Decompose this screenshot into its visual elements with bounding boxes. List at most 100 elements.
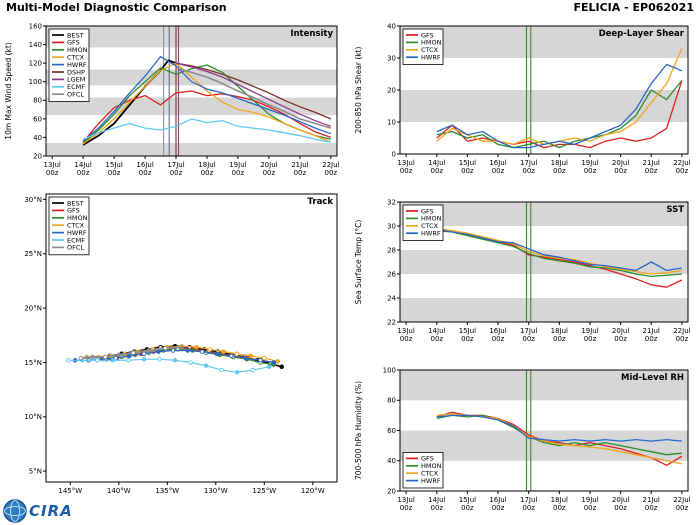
svg-text:Deep-Layer Shear: Deep-Layer Shear <box>599 29 685 39</box>
mid-level-rh-chart: 13Jul00z14Jul00z15Jul00z16Jul00z17Jul00z… <box>354 366 691 512</box>
svg-text:00z: 00z <box>614 335 627 343</box>
svg-text:00z: 00z <box>676 335 689 343</box>
svg-text:19Jul: 19Jul <box>581 496 598 504</box>
svg-text:00z: 00z <box>676 167 689 175</box>
svg-text:00z: 00z <box>553 335 566 343</box>
svg-text:19Jul: 19Jul <box>581 327 598 335</box>
track-chart: 145°W 140°W 135°W 130°W 125°W 120°W 5°N 10°N 15°… <box>24 193 338 495</box>
cira-logo-text: CIRA <box>29 502 73 520</box>
svg-text:Intensity: Intensity <box>290 29 333 39</box>
svg-text:18Jul: 18Jul <box>551 327 568 335</box>
svg-text:00z: 00z <box>492 335 505 343</box>
svg-text:5°N: 5°N <box>29 468 42 476</box>
svg-text:15Jul: 15Jul <box>459 159 476 167</box>
svg-text:00z: 00z <box>170 169 183 177</box>
svg-text:00z: 00z <box>614 504 627 512</box>
svg-text:13Jul: 13Jul <box>397 159 414 167</box>
svg-text:130°W: 130°W <box>204 487 228 495</box>
svg-text:DSHP: DSHP <box>67 68 85 76</box>
svg-text:22Jul: 22Jul <box>673 159 690 167</box>
svg-text:HWRF: HWRF <box>67 61 87 69</box>
intensity-chart: 13Jul00z14Jul00z15Jul00z16Jul00z17Jul00z… <box>4 22 340 177</box>
svg-text:Mid-Level RH: Mid-Level RH <box>621 373 684 383</box>
svg-text:10m Max Wind Speed (kt): 10m Max Wind Speed (kt) <box>4 42 13 139</box>
svg-text:HMON: HMON <box>67 46 88 54</box>
svg-text:15Jul: 15Jul <box>105 161 122 169</box>
svg-text:26: 26 <box>387 270 396 278</box>
svg-text:00z: 00z <box>400 335 413 343</box>
svg-text:20Jul: 20Jul <box>612 159 629 167</box>
sst-chart: 13Jul00z14Jul00z15Jul00z16Jul00z17Jul00z… <box>354 198 691 343</box>
svg-text:16Jul: 16Jul <box>489 159 506 167</box>
svg-text:HMON: HMON <box>421 462 442 470</box>
svg-text:00z: 00z <box>461 167 474 175</box>
svg-text:LGEM: LGEM <box>67 76 85 84</box>
svg-text:80: 80 <box>387 397 396 405</box>
svg-text:19Jul: 19Jul <box>229 161 246 169</box>
svg-text:15Jul: 15Jul <box>459 496 476 504</box>
svg-text:20Jul: 20Jul <box>612 496 629 504</box>
svg-text:140: 140 <box>29 41 42 49</box>
svg-text:100: 100 <box>383 366 396 374</box>
svg-text:00z: 00z <box>139 169 152 177</box>
svg-text:17Jul: 17Jul <box>520 496 537 504</box>
svg-text:00z: 00z <box>400 504 413 512</box>
svg-text:21Jul: 21Jul <box>643 496 660 504</box>
svg-text:00z: 00z <box>294 169 307 177</box>
svg-text:00z: 00z <box>645 335 658 343</box>
svg-text:00z: 00z <box>492 504 505 512</box>
svg-text:15°N: 15°N <box>24 359 42 367</box>
svg-text:14Jul: 14Jul <box>428 496 445 504</box>
svg-text:20: 20 <box>33 152 42 160</box>
svg-text:00z: 00z <box>232 169 245 177</box>
svg-text:00z: 00z <box>645 504 658 512</box>
svg-text:120: 120 <box>29 60 42 68</box>
svg-text:13Jul: 13Jul <box>397 496 414 504</box>
svg-text:15Jul: 15Jul <box>459 327 476 335</box>
svg-text:CTCX: CTCX <box>421 46 439 54</box>
svg-text:00z: 00z <box>614 167 627 175</box>
svg-text:24: 24 <box>387 294 396 302</box>
deep-layer-shear-chart: 13Jul00z14Jul00z15Jul00z16Jul00z17Jul00z… <box>354 22 691 175</box>
svg-text:CTCX: CTCX <box>67 54 85 62</box>
cira-globe-icon <box>3 499 27 523</box>
svg-text:HWRF: HWRF <box>421 477 441 485</box>
svg-text:20°N: 20°N <box>24 305 42 313</box>
svg-text:BEST: BEST <box>67 199 84 207</box>
svg-text:00z: 00z <box>676 504 689 512</box>
svg-text:BEST: BEST <box>67 31 84 39</box>
svg-text:18Jul: 18Jul <box>551 496 568 504</box>
svg-text:00z: 00z <box>431 167 444 175</box>
svg-text:30: 30 <box>387 222 396 230</box>
svg-text:GFS: GFS <box>67 207 80 215</box>
svg-text:14Jul: 14Jul <box>428 327 445 335</box>
svg-text:GFS: GFS <box>421 31 434 39</box>
svg-text:16Jul: 16Jul <box>136 161 153 169</box>
svg-text:21Jul: 21Jul <box>291 161 308 169</box>
svg-text:160: 160 <box>29 22 42 30</box>
svg-text:00z: 00z <box>553 504 566 512</box>
svg-text:HMON: HMON <box>67 214 88 222</box>
svg-text:0: 0 <box>392 150 396 158</box>
svg-text:SST: SST <box>666 205 684 215</box>
storm-title: FELICIA - EP062021 <box>573 1 694 14</box>
svg-text:20: 20 <box>387 86 396 94</box>
svg-text:16Jul: 16Jul <box>489 496 506 504</box>
svg-text:21Jul: 21Jul <box>643 159 660 167</box>
svg-text:100: 100 <box>29 78 42 86</box>
svg-text:00z: 00z <box>263 169 276 177</box>
svg-text:GFS: GFS <box>67 39 80 47</box>
svg-text:00z: 00z <box>108 169 121 177</box>
svg-text:80: 80 <box>33 97 42 105</box>
svg-text:00z: 00z <box>584 504 597 512</box>
svg-text:00z: 00z <box>461 335 474 343</box>
svg-text:00z: 00z <box>461 504 474 512</box>
svg-text:00z: 00z <box>522 335 535 343</box>
svg-text:16Jul: 16Jul <box>489 327 506 335</box>
svg-text:CTCX: CTCX <box>421 222 439 230</box>
svg-text:00z: 00z <box>201 169 214 177</box>
svg-text:140°W: 140°W <box>107 487 131 495</box>
svg-text:17Jul: 17Jul <box>167 161 184 169</box>
svg-text:00z: 00z <box>400 167 413 175</box>
